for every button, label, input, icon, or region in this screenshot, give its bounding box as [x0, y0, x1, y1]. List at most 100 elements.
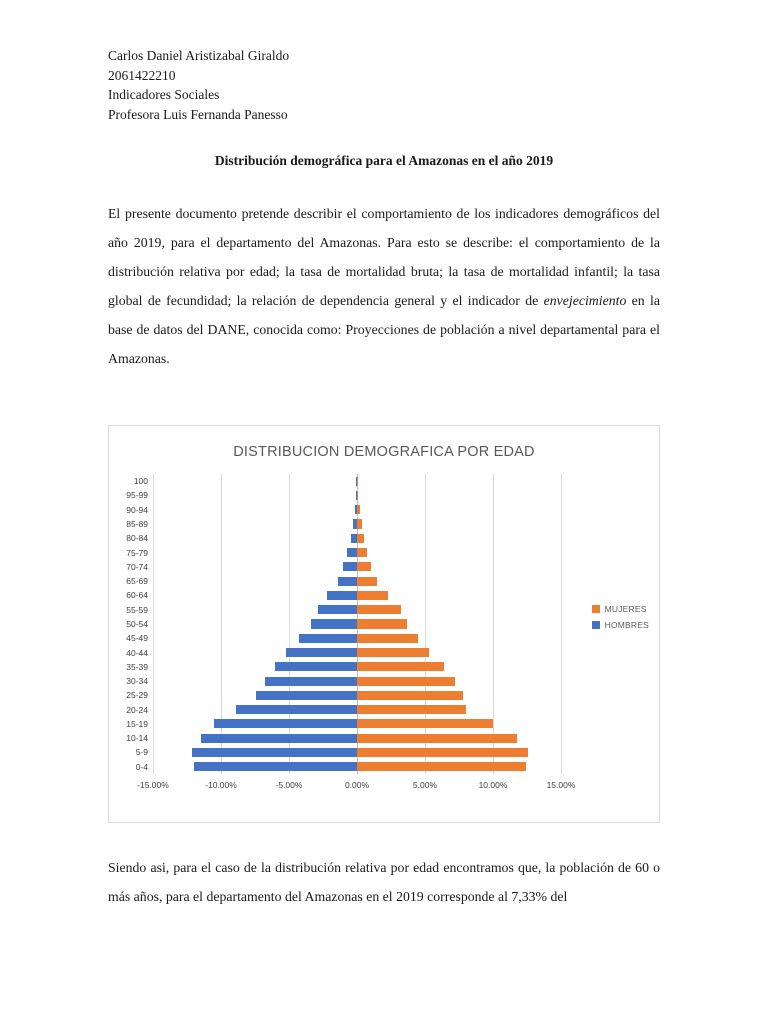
document-title: Distribución demográfica para el Amazona…	[214, 153, 554, 168]
pyramid-row	[153, 760, 561, 774]
chart-gridline	[424, 474, 426, 774]
mujeres-bar	[357, 690, 464, 700]
y-tick-label: 50-54	[126, 618, 148, 629]
legend-label: MUJERES	[604, 604, 647, 614]
mujeres-bar	[357, 633, 419, 643]
y-tick-label: 0-4	[135, 761, 148, 772]
mujeres-bar	[357, 576, 378, 586]
intro-paragraph: El presente documento pretende describir…	[108, 199, 660, 373]
y-tick-label: 45-49	[126, 633, 148, 644]
pyramid-row	[153, 560, 561, 574]
pyramid-row	[153, 488, 561, 502]
hombres-bar	[354, 505, 357, 515]
y-tick-label: 15-19	[126, 718, 148, 729]
professor-name: Profesora Luis Fernanda Panesso	[108, 106, 288, 122]
mujeres-bar	[357, 747, 529, 758]
x-tick-label: -10.00%	[205, 780, 237, 790]
hombres-bar	[275, 662, 357, 672]
course-name: Indicadores Sociales	[108, 87, 220, 102]
y-tick-label: 95-99	[126, 490, 148, 501]
y-tick-label: 60-64	[126, 590, 148, 601]
mujeres-bar	[357, 662, 445, 672]
y-tick-label: 55-59	[126, 604, 148, 615]
hombres-bar	[352, 519, 357, 529]
pyramid-row	[153, 645, 561, 659]
pyramid-row	[153, 474, 561, 488]
y-tick-label: 10-14	[126, 733, 148, 744]
hombres-bar	[343, 562, 357, 572]
pyramid-row	[153, 703, 561, 717]
y-tick-label: 90-94	[126, 504, 148, 515]
chart-title: DISTRIBUCION DEMOGRAFICA POR EDAD	[233, 444, 535, 460]
y-tick-label: 30-34	[126, 676, 148, 687]
hombres-bar	[350, 533, 357, 543]
pyramid-row	[153, 660, 561, 674]
legend-item: MUJERES	[591, 604, 649, 614]
hombres-bar	[286, 647, 357, 658]
chart-gridline	[561, 474, 562, 774]
pyramid-row	[153, 688, 561, 702]
pyramid-row	[153, 503, 561, 517]
pyramid-row	[153, 745, 561, 759]
intro-paragraph-text-2: en la base de datos del DANE, conocida c…	[108, 293, 660, 366]
y-tick-label: 75-79	[126, 547, 148, 558]
legend-label: HOMBRES	[604, 620, 649, 630]
x-tick-label: 0.00%	[344, 780, 370, 790]
chart-gridline	[288, 474, 290, 774]
mujeres-bar	[357, 519, 362, 529]
legend-swatch-icon	[591, 621, 600, 629]
pyramid-row	[153, 574, 561, 588]
mujeres-bar	[357, 619, 408, 629]
mujeres-bar	[357, 547, 368, 558]
pyramid-row	[153, 631, 561, 645]
x-tick-label: 5.00%	[412, 780, 438, 790]
chart-gridline	[493, 474, 494, 774]
mujeres-bar	[357, 505, 360, 515]
x-tick-label: -5.00%	[275, 780, 303, 790]
y-tick-label: 25-29	[126, 690, 148, 701]
y-tick-label: 100	[133, 476, 148, 487]
hombres-bar	[200, 733, 357, 743]
pyramid-row	[153, 588, 561, 602]
hombres-bar	[355, 490, 357, 500]
y-tick-label: 5-9	[135, 747, 148, 758]
chart-x-axis-labels: -15.00% -10.00% -5.00% 0.00% 5.00% 10.00% 15.0…	[137, 780, 575, 796]
chart-legend: MUJERES HOMBRES	[591, 604, 649, 636]
chart-gridline	[220, 474, 222, 774]
closing-paragraph: Siendo asi, para el caso de la distribuc…	[108, 860, 660, 904]
mujeres-bar	[357, 733, 518, 743]
hombres-bar	[192, 747, 357, 758]
x-tick-label: -15.00%	[137, 780, 169, 790]
hombres-bar	[264, 676, 357, 686]
hombres-bar	[298, 633, 357, 643]
y-tick-label: 80-84	[126, 533, 148, 544]
mujeres-bar	[357, 605, 401, 615]
y-tick-label: 65-69	[126, 576, 148, 587]
mujeres-bar	[357, 647, 430, 658]
pyramid-row	[153, 545, 561, 559]
mujeres-bar	[357, 762, 526, 772]
student-id: 2061422210	[108, 67, 176, 83]
hombres-bar	[193, 762, 357, 772]
pyramid-row	[153, 674, 561, 688]
mujeres-bar	[357, 476, 358, 486]
legend-item: HOMBRES	[591, 620, 649, 630]
mujeres-bar	[357, 705, 466, 715]
y-tick-label: 85-89	[126, 518, 148, 529]
intro-paragraph-text-1: El presente documento pretende describir…	[108, 206, 660, 308]
population-pyramid-chart: DISTRIBUCION DEMOGRAFICA POR EDAD 100 95-…	[108, 425, 660, 823]
mujeres-bar	[357, 533, 364, 543]
y-tick-label: 35-39	[126, 661, 148, 672]
pyramid-row	[153, 717, 561, 731]
hombres-bar	[327, 590, 357, 600]
y-tick-label: 20-24	[126, 704, 148, 715]
x-tick-label: 10.00%	[478, 780, 508, 790]
mujeres-bar	[357, 676, 455, 686]
mujeres-bar	[357, 562, 371, 572]
hombres-bar	[214, 719, 357, 729]
pyramid-row	[153, 531, 561, 545]
hombres-bar	[356, 476, 357, 486]
hombres-bar	[235, 705, 357, 715]
hombres-bar	[256, 690, 357, 700]
